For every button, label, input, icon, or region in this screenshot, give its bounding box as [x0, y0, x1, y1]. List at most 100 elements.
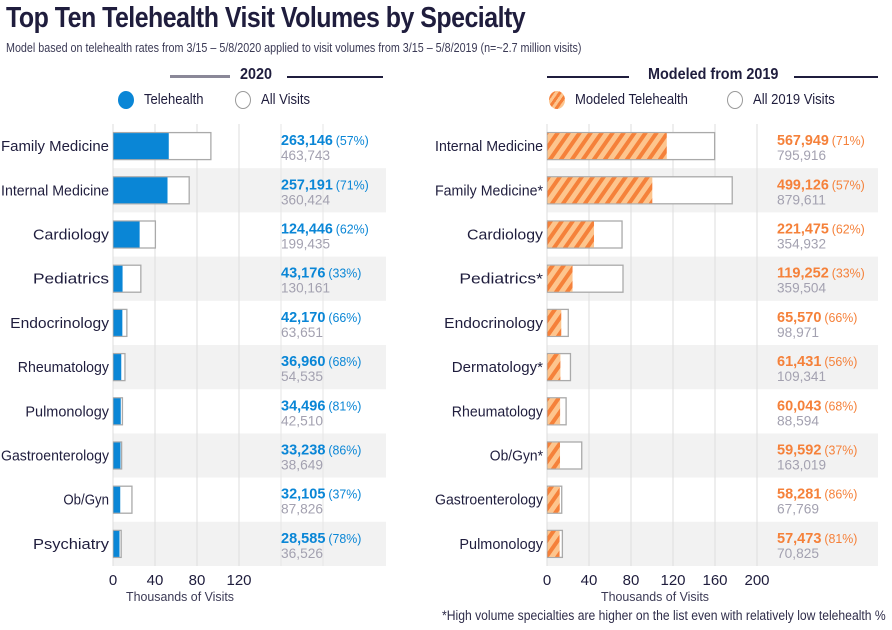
percent-label: (66%) — [824, 311, 857, 325]
x-axis-label: Thousands of Visits — [126, 589, 234, 604]
category-label: Ob/Gyn — [63, 492, 109, 509]
total-value-label: 88,594 — [777, 412, 819, 428]
telehealth-value-label: 263,146 — [281, 133, 333, 149]
bar-telehealth — [113, 398, 121, 425]
telehealth-value-label: 59,592 — [777, 443, 821, 459]
total-value-label: 795,916 — [777, 147, 826, 163]
telehealth-value-label: 34,496 — [281, 398, 325, 414]
category-label: Family Medicine — [1, 138, 109, 155]
total-value-label: 36,526 — [281, 545, 323, 561]
bar-telehealth — [113, 486, 121, 513]
legend-item-telehealth: Telehealth — [118, 91, 210, 109]
panel-header-2020: 2020 — [0, 66, 400, 88]
hatched-swatch-icon — [549, 91, 565, 109]
percent-label: (81%) — [824, 532, 857, 546]
telehealth-value-label: 221,475 — [777, 222, 829, 238]
category-label: Internal Medicine — [1, 182, 109, 199]
header-rule-right — [794, 76, 878, 78]
total-value-label: 70,825 — [777, 545, 819, 561]
row-band — [113, 433, 386, 478]
chart-panel-2020: Family Medicine 263,146 (57%) 463,743 Intern… — [1, 124, 386, 604]
row-band — [547, 345, 878, 390]
category-label: Gastroenterology — [1, 448, 109, 465]
row-band — [113, 345, 386, 390]
panel-title-2020: 2020 — [240, 66, 273, 83]
telehealth-value-label: 43,176 — [281, 266, 325, 282]
total-value-label: 63,651 — [281, 324, 323, 340]
bar-telehealth — [547, 265, 573, 292]
category-label: Psychiatry — [33, 536, 110, 553]
bar-telehealth — [113, 221, 140, 248]
total-value-label: 87,826 — [281, 501, 323, 517]
total-value-label: 38,649 — [281, 457, 323, 473]
header-rule-left — [170, 75, 230, 78]
percent-label: (33%) — [832, 267, 865, 281]
telehealth-value-label: 32,105 — [281, 487, 325, 503]
x-tick-label: 0 — [109, 572, 117, 589]
legend-item-all-2019-visits: All 2019 Visits — [727, 91, 844, 109]
percent-label: (68%) — [328, 355, 361, 369]
bar-telehealth — [113, 133, 169, 160]
percent-label: (71%) — [832, 134, 865, 148]
legend-2020: Telehealth All Visits — [0, 91, 400, 113]
open-circle-swatch-icon — [727, 91, 743, 109]
telehealth-value-label: 58,281 — [777, 487, 821, 503]
percent-label: (37%) — [328, 488, 361, 502]
bar-telehealth — [547, 177, 653, 204]
bar-telehealth — [547, 486, 560, 513]
bar-telehealth — [113, 354, 122, 381]
bar-telehealth — [113, 309, 123, 336]
legend-label: Telehealth — [144, 92, 204, 108]
open-circle-swatch-icon — [235, 91, 251, 109]
legend-label: All 2019 Visits — [753, 92, 835, 108]
category-label: Dermatology* — [452, 359, 543, 376]
legend-item-modeled-telehealth: Modeled Telehealth — [549, 91, 701, 109]
bar-telehealth — [113, 265, 123, 292]
x-tick-label: 120 — [660, 572, 685, 589]
x-tick-label: 200 — [744, 572, 769, 589]
category-label: Pediatrics — [33, 271, 109, 288]
total-value-label: 199,435 — [281, 236, 330, 252]
x-tick-label: 80 — [623, 572, 640, 589]
chart-title: Top Ten Telehealth Visit Volumes by Spec… — [6, 2, 526, 34]
x-tick-label: 160 — [702, 572, 727, 589]
category-label: Rheumatology — [18, 359, 110, 376]
telehealth-value-label: 28,585 — [281, 531, 325, 547]
header-rule-left — [547, 76, 629, 78]
total-value-label: 354,932 — [777, 236, 826, 252]
x-tick-label: 120 — [226, 572, 251, 589]
x-tick-label: 0 — [543, 572, 551, 589]
header-rule-right — [287, 76, 383, 78]
footnote: *High volume specialties are higher on t… — [442, 608, 886, 623]
legend-label: All Visits — [261, 92, 311, 108]
bar-telehealth — [547, 354, 561, 381]
chart-panel-modeled: Internal Medicine 567,949 (71%) 795,916 Fami… — [435, 124, 878, 604]
telehealth-value-label: 57,473 — [777, 531, 821, 547]
telehealth-value-label: 36,960 — [281, 354, 325, 370]
percent-label: (66%) — [328, 311, 361, 325]
category-label: Cardiology — [33, 227, 110, 244]
total-value-label: 109,341 — [777, 368, 826, 384]
bar-telehealth — [547, 133, 667, 160]
total-value-label: 42,510 — [281, 412, 323, 428]
category-label: Internal Medicine — [435, 138, 543, 155]
category-label: Ob/Gyn* — [490, 448, 543, 465]
telehealth-value-label: 567,949 — [777, 133, 829, 149]
row-band — [547, 433, 878, 478]
percent-label: (56%) — [824, 355, 857, 369]
percent-label: (86%) — [328, 444, 361, 458]
bar-telehealth — [547, 221, 595, 248]
category-label: Pulmonology — [459, 536, 543, 553]
category-label: Gastroenterology — [435, 492, 543, 509]
percent-label: (57%) — [336, 134, 369, 148]
percent-label: (62%) — [832, 223, 865, 237]
x-tick-label: 80 — [189, 572, 206, 589]
legend-label: Modeled Telehealth — [575, 92, 688, 108]
total-value-label: 879,611 — [777, 191, 826, 207]
percent-label: (86%) — [824, 488, 857, 502]
category-label: Endocrinology — [10, 315, 109, 332]
legend-modeled: Modeled Telehealth All 2019 Visits — [430, 91, 892, 113]
total-value-label: 98,971 — [777, 324, 819, 340]
percent-label: (37%) — [824, 444, 857, 458]
